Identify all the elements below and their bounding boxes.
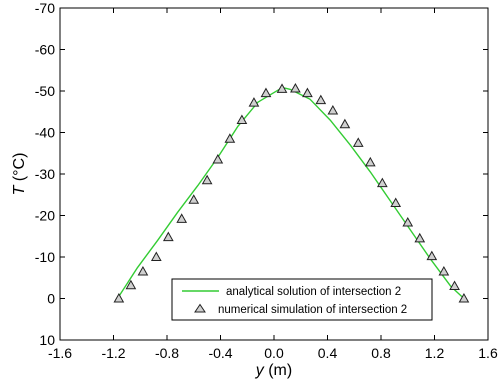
x-tick-label: -1.6	[48, 345, 72, 361]
legend-box	[171, 278, 433, 321]
y-tick-label: -30	[35, 166, 55, 182]
numerical-simulation-point	[188, 194, 200, 204]
x-axis-label: y (m)	[255, 362, 292, 379]
y-tick-label: -10	[35, 249, 55, 265]
numerical-simulation-point	[137, 266, 149, 276]
numerical-simulation-point	[339, 118, 351, 129]
numerical-simulation-point	[327, 104, 339, 115]
numerical-simulation-point	[176, 213, 188, 223]
numerical-simulation-point	[364, 156, 376, 167]
plot-layer	[113, 82, 470, 303]
numerical-simulation-point	[224, 133, 236, 143]
numerical-simulation-point	[150, 251, 162, 261]
numerical-simulation-point	[458, 292, 470, 303]
numerical-simulation-point	[414, 232, 426, 243]
legend-triangle-swatch	[194, 303, 206, 313]
x-tick-label: -0.8	[155, 345, 179, 361]
numerical-simulation-point	[426, 250, 438, 261]
y-tick-label: -60	[35, 42, 55, 58]
legend: analytical solution of intersection 2 nu…	[171, 278, 433, 321]
x-tick-label: 1.6	[478, 345, 498, 361]
numerical-simulation-point	[290, 82, 301, 93]
numerical-simulation-point	[260, 87, 272, 98]
numerical-simulation-point	[113, 292, 125, 303]
x-tick-label: -1.2	[101, 345, 125, 361]
x-tick-label: 1.2	[425, 345, 445, 361]
numerical-simulation-point	[302, 87, 313, 98]
numerical-simulation-point	[236, 114, 248, 125]
y-tick-label: -40	[35, 125, 55, 141]
x-axis-ticks: -1.6 -1.2 -0.8 -0.4 0.0 0.4 0.8 1.2 1.6	[48, 8, 498, 361]
y-tick-label: -20	[35, 208, 55, 224]
numerical-simulation-point	[125, 279, 137, 290]
numerical-simulation-point	[201, 174, 213, 185]
y-axis-label: T (°C)	[11, 153, 28, 196]
numerical-simulation-point	[248, 97, 260, 107]
legend-label-analytical: analytical solution of intersection 2	[226, 286, 401, 298]
numerical-simulation-point	[402, 217, 414, 227]
x-tick-label: -0.4	[208, 345, 232, 361]
numerical-simulation-point	[276, 83, 288, 93]
numerical-simulation-point	[390, 197, 402, 208]
y-tick-label: 0	[47, 291, 55, 307]
y-tick-label: -50	[35, 83, 55, 99]
numerical-simulation-point	[449, 280, 460, 291]
legend-label-numerical: numerical simulation of intersection 2	[218, 304, 407, 316]
x-tick-label: 0.4	[318, 345, 338, 361]
y-tick-label: -70	[35, 0, 55, 16]
numerical-simulation-point	[352, 137, 364, 147]
numerical-simulation-point	[315, 94, 327, 105]
numerical-simulation-point	[162, 231, 174, 242]
numerical-simulation-point	[212, 153, 224, 164]
x-tick-label: 0.8	[371, 345, 391, 361]
numerical-simulation-point	[438, 266, 450, 276]
y-tick-label: 10	[39, 332, 55, 348]
x-tick-label: 0.0	[264, 345, 284, 361]
y-axis-ticks: 10 0 -10 -20 -30 -40 -50 -60 -70	[35, 0, 488, 348]
numerical-simulation-point	[376, 177, 388, 188]
